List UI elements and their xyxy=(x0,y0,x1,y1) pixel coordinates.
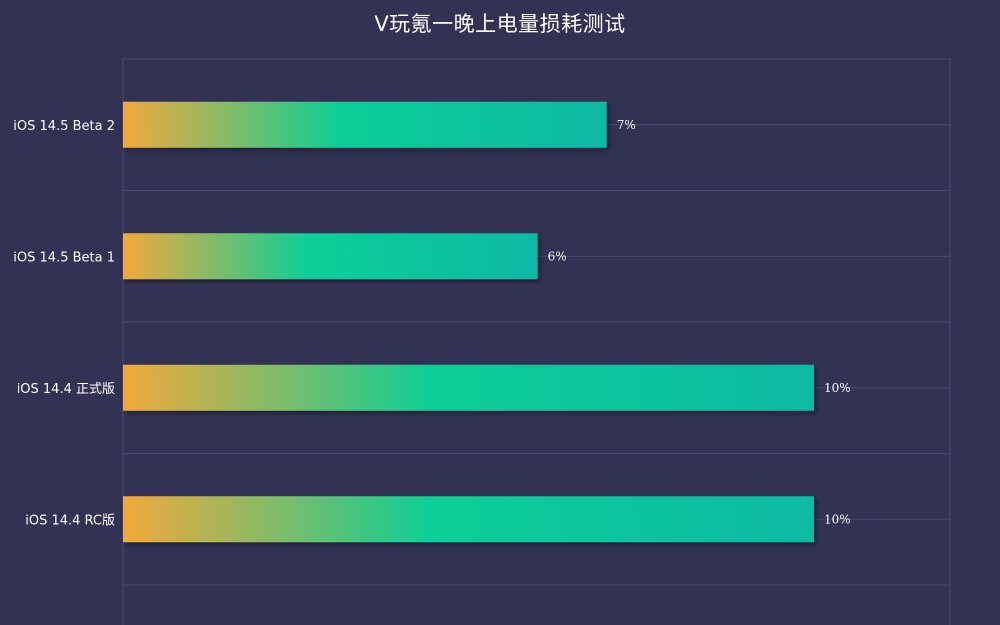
value-label: 7% xyxy=(617,118,636,132)
bar xyxy=(123,496,814,543)
value-label: 6% xyxy=(548,249,567,263)
bars xyxy=(123,101,814,543)
chart-title: V玩氪一晚上电量损耗测试 xyxy=(374,12,626,36)
bar xyxy=(123,101,607,148)
category-label: iOS 14.5 Beta 2 xyxy=(13,119,115,134)
value-label: 10% xyxy=(824,381,851,395)
bar xyxy=(123,364,814,411)
bar xyxy=(123,233,538,280)
labels: iOS 14.5 Beta 2 7% iOS 14.5 Beta 1 6% iOS 14… xyxy=(13,118,850,529)
category-label: iOS 14.4 RC版 xyxy=(25,513,115,528)
category-label: iOS 14.5 Beta 1 xyxy=(13,250,115,265)
category-label: iOS 14.4 正式版 xyxy=(17,382,115,397)
value-label: 10% xyxy=(824,512,851,526)
